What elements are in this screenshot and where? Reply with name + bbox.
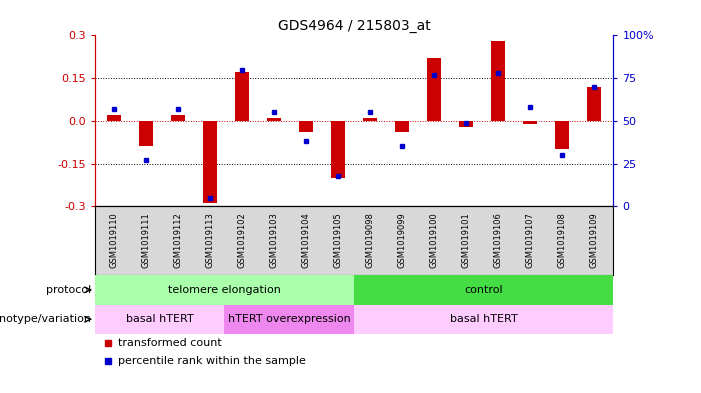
Bar bbox=[354, 275, 613, 305]
Text: GSM1019106: GSM1019106 bbox=[494, 212, 503, 268]
Bar bbox=[491, 41, 505, 121]
Bar bbox=[427, 58, 441, 121]
Bar bbox=[107, 115, 121, 121]
Text: GSM1019099: GSM1019099 bbox=[397, 212, 407, 268]
Text: GSM1019107: GSM1019107 bbox=[526, 212, 535, 268]
Text: GSM1019105: GSM1019105 bbox=[334, 212, 343, 268]
Bar bbox=[267, 118, 281, 121]
Bar bbox=[354, 305, 613, 334]
Bar bbox=[363, 118, 377, 121]
Text: transformed count: transformed count bbox=[118, 338, 222, 348]
Text: GSM1019098: GSM1019098 bbox=[365, 212, 374, 268]
Title: GDS4964 / 215803_at: GDS4964 / 215803_at bbox=[278, 19, 430, 33]
Bar bbox=[523, 121, 538, 124]
Bar bbox=[170, 115, 185, 121]
Text: GSM1019111: GSM1019111 bbox=[142, 212, 151, 268]
Bar bbox=[224, 305, 354, 334]
Bar bbox=[203, 121, 217, 204]
Text: GSM1019101: GSM1019101 bbox=[461, 212, 470, 268]
Text: protocol: protocol bbox=[46, 285, 91, 295]
Text: genotype/variation: genotype/variation bbox=[0, 314, 91, 324]
Text: basal hTERT: basal hTERT bbox=[450, 314, 517, 324]
Text: GSM1019109: GSM1019109 bbox=[590, 212, 599, 268]
Bar bbox=[331, 121, 345, 178]
Text: percentile rank within the sample: percentile rank within the sample bbox=[118, 356, 306, 365]
Text: GSM1019110: GSM1019110 bbox=[109, 212, 118, 268]
Bar bbox=[95, 275, 354, 305]
Text: GSM1019112: GSM1019112 bbox=[173, 212, 182, 268]
Bar bbox=[459, 121, 473, 127]
Text: GSM1019102: GSM1019102 bbox=[238, 212, 247, 268]
Text: GSM1019104: GSM1019104 bbox=[301, 212, 311, 268]
Text: GSM1019100: GSM1019100 bbox=[430, 212, 439, 268]
Text: GSM1019108: GSM1019108 bbox=[557, 212, 566, 268]
Bar bbox=[235, 72, 249, 121]
Bar bbox=[139, 121, 153, 147]
Text: basal hTERT: basal hTERT bbox=[125, 314, 193, 324]
Text: GSM1019113: GSM1019113 bbox=[205, 212, 215, 268]
Text: GSM1019103: GSM1019103 bbox=[269, 212, 278, 268]
Bar bbox=[587, 86, 601, 121]
Bar bbox=[95, 305, 224, 334]
Text: control: control bbox=[464, 285, 503, 295]
Text: telomere elongation: telomere elongation bbox=[168, 285, 281, 295]
Bar bbox=[555, 121, 569, 149]
Text: hTERT overexpression: hTERT overexpression bbox=[228, 314, 350, 324]
Bar bbox=[395, 121, 409, 132]
Bar bbox=[299, 121, 313, 132]
